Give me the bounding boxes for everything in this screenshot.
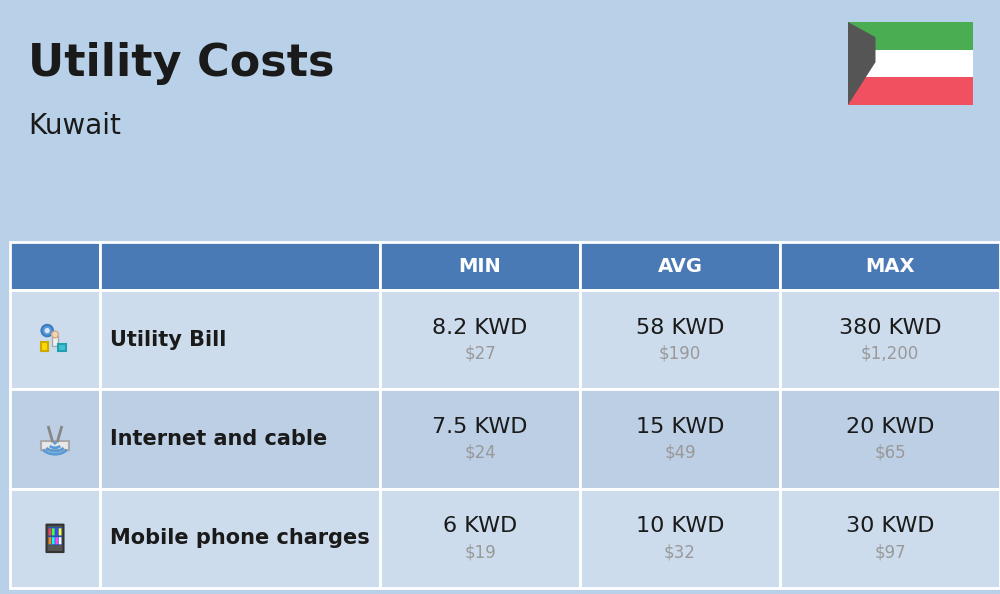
Bar [780, 389, 1000, 489]
Bar [10, 242, 100, 290]
Bar [52, 336, 58, 346]
Bar [100, 489, 380, 588]
Circle shape [53, 441, 57, 445]
Text: 20 KWD: 20 KWD [846, 417, 934, 437]
Circle shape [52, 331, 58, 338]
Bar [848, 22, 973, 50]
Bar [10, 389, 100, 489]
Circle shape [41, 325, 53, 336]
Bar [848, 77, 973, 105]
Bar [100, 290, 380, 389]
Text: $27: $27 [464, 345, 496, 363]
Bar [100, 389, 380, 489]
Text: $49: $49 [664, 444, 696, 462]
Bar [580, 290, 780, 389]
Bar [10, 290, 100, 389]
Bar [100, 242, 380, 290]
Bar [780, 290, 1000, 389]
Text: 30 KWD: 30 KWD [846, 516, 934, 536]
FancyBboxPatch shape [52, 528, 55, 535]
Bar [848, 50, 973, 77]
Polygon shape [848, 22, 876, 105]
Text: Utility Bill: Utility Bill [110, 330, 226, 350]
FancyBboxPatch shape [59, 528, 61, 535]
Text: 10 KWD: 10 KWD [636, 516, 724, 536]
Text: MAX: MAX [865, 257, 915, 276]
Bar [380, 242, 580, 290]
FancyBboxPatch shape [55, 528, 58, 535]
Bar [10, 489, 100, 588]
Text: 380 KWD: 380 KWD [839, 318, 941, 337]
Bar [780, 242, 1000, 290]
FancyBboxPatch shape [49, 537, 51, 544]
Text: Kuwait: Kuwait [28, 112, 121, 140]
Text: Utility Costs: Utility Costs [28, 42, 334, 85]
Text: 15 KWD: 15 KWD [636, 417, 724, 437]
Text: Internet and cable: Internet and cable [110, 429, 327, 449]
Text: $97: $97 [874, 544, 906, 561]
FancyBboxPatch shape [52, 537, 55, 544]
Bar [380, 290, 580, 389]
Bar [58, 343, 66, 351]
Bar [48, 527, 62, 545]
Bar [41, 441, 69, 450]
Text: $19: $19 [464, 544, 496, 561]
Text: MIN: MIN [459, 257, 501, 276]
Text: 8.2 KWD: 8.2 KWD [432, 318, 528, 337]
Text: $190: $190 [659, 345, 701, 363]
Text: 7.5 KWD: 7.5 KWD [432, 417, 528, 437]
Text: $32: $32 [664, 544, 696, 561]
FancyBboxPatch shape [59, 537, 61, 544]
Bar [780, 489, 1000, 588]
Text: AVG: AVG [658, 257, 702, 276]
Text: $1,200: $1,200 [861, 345, 919, 363]
Bar [580, 242, 780, 290]
Text: 58 KWD: 58 KWD [636, 318, 724, 337]
Text: 6 KWD: 6 KWD [443, 516, 517, 536]
FancyBboxPatch shape [49, 528, 51, 535]
Text: $24: $24 [464, 444, 496, 462]
Bar [380, 389, 580, 489]
FancyBboxPatch shape [55, 537, 58, 544]
Bar [380, 489, 580, 588]
Text: $65: $65 [874, 444, 906, 462]
Circle shape [45, 328, 50, 333]
Bar [580, 489, 780, 588]
FancyBboxPatch shape [46, 525, 64, 552]
Bar [580, 389, 780, 489]
Bar [41, 342, 48, 350]
Text: Mobile phone charges: Mobile phone charges [110, 528, 370, 548]
